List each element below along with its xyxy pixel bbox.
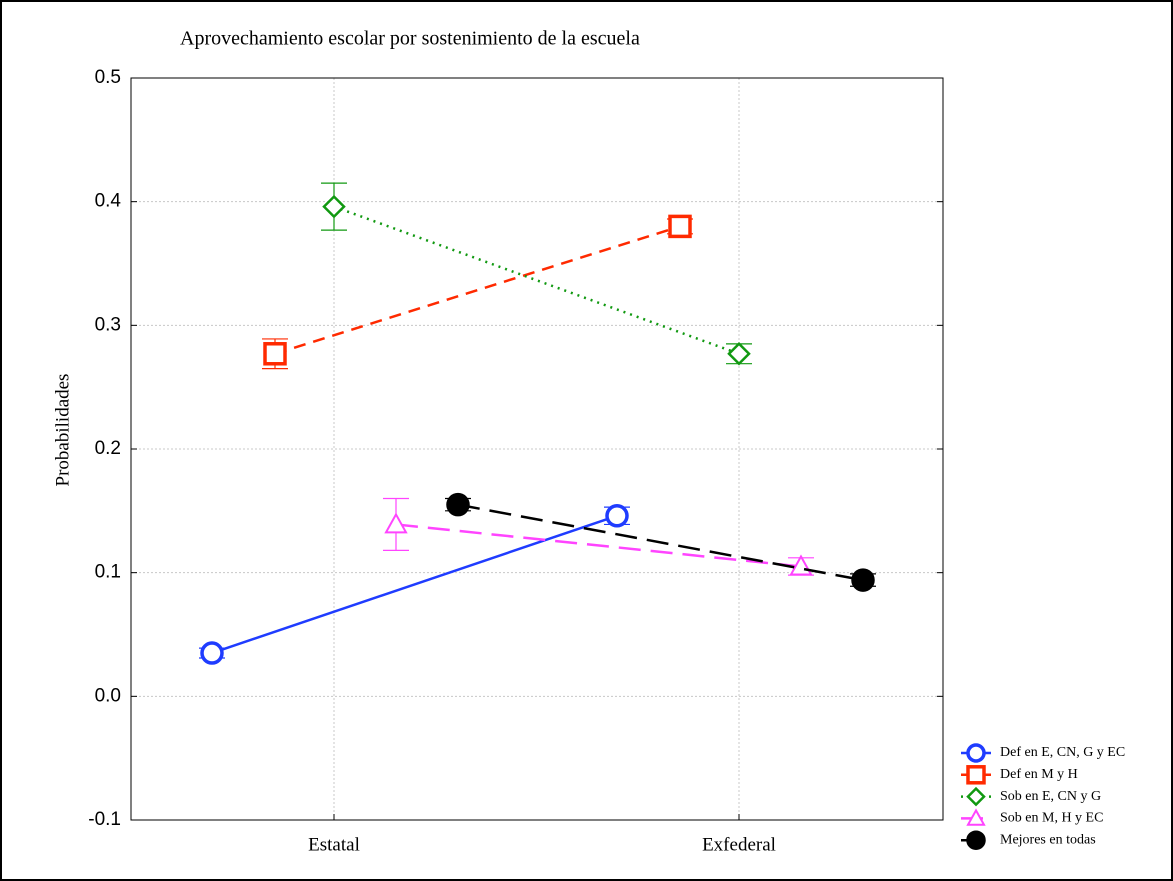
plot-frame: [130, 77, 944, 821]
x-tick-label: Exfederal: [702, 834, 776, 855]
marker: [966, 743, 986, 763]
marker: [966, 786, 986, 807]
marker: [668, 214, 692, 239]
chart-title: Aprovechamiento escolar por sostenimient…: [180, 28, 640, 50]
marker: [322, 194, 346, 219]
x-tick-label: Estatal: [308, 834, 360, 855]
y-tick-label: 0.2: [95, 438, 121, 459]
series-line: [211, 514, 618, 655]
series-line: [457, 503, 864, 582]
series-line: [395, 523, 802, 568]
legend-label: Sob en M, H y EC: [1000, 811, 1103, 826]
series-line: [333, 205, 740, 355]
y-tick-label: 0.0: [95, 685, 121, 706]
marker: [200, 641, 224, 665]
y-axis-label: Probabilidades: [52, 374, 73, 487]
y-tick-label: 0.3: [95, 314, 121, 335]
y-tick-label: -0.1: [88, 809, 121, 830]
series-line: [274, 225, 681, 355]
legend-label: Mejores en todas: [1000, 832, 1096, 847]
marker: [966, 830, 986, 850]
legend-label: Sob en E, CN y G: [1000, 789, 1101, 804]
marker: [384, 512, 408, 534]
marker: [966, 765, 986, 785]
marker: [727, 342, 751, 366]
marker: [966, 808, 986, 826]
y-tick-label: 0.1: [95, 562, 121, 583]
marker: [605, 504, 629, 528]
marker: [851, 568, 875, 592]
marker: [263, 342, 287, 366]
legend-label: Def en E, CN, G y EC: [1000, 745, 1125, 760]
legend-label: Def en M y H: [1000, 767, 1078, 782]
y-tick-label: 0.4: [95, 191, 122, 212]
y-tick-label: 0.5: [95, 67, 121, 88]
marker: [446, 492, 470, 517]
